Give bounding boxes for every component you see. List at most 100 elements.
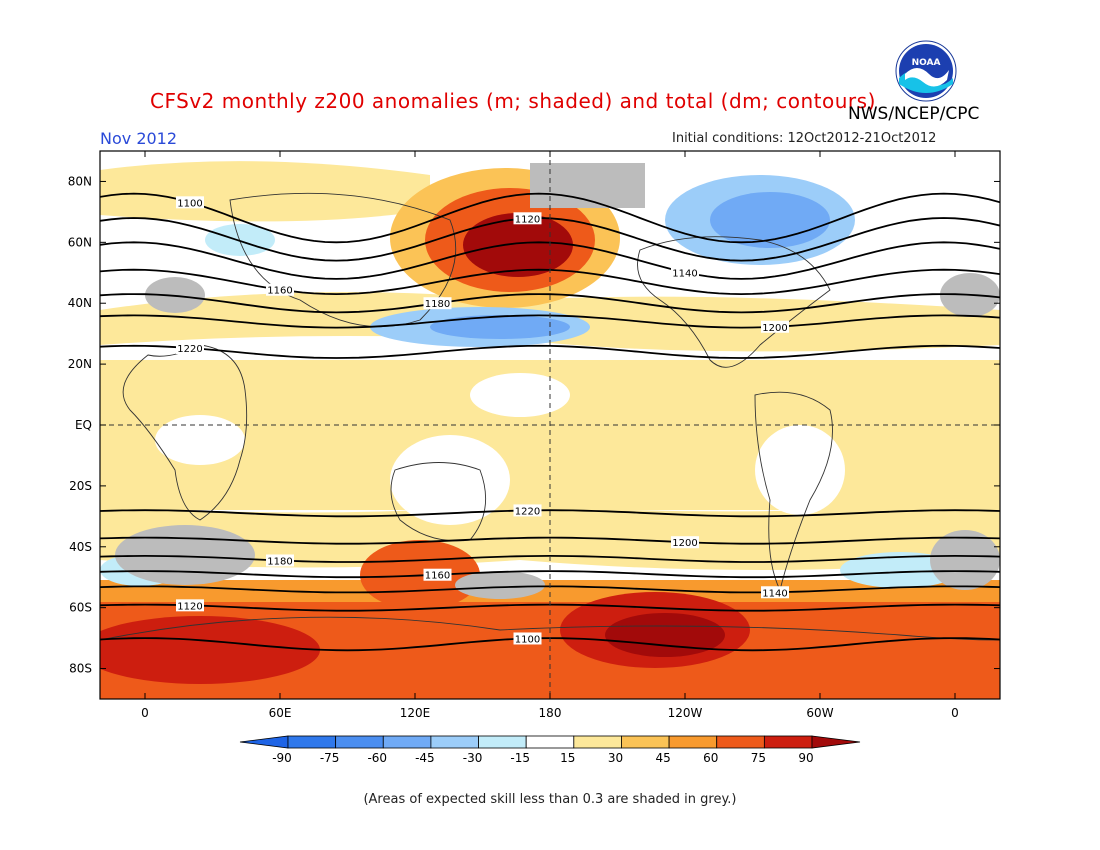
contour-label: 1100 <box>515 634 540 645</box>
lat-label: 40S <box>69 540 92 554</box>
skill-footnote: (Areas of expected skill less than 0.3 a… <box>363 792 737 807</box>
contour-label-bg <box>761 320 789 333</box>
colorbar-segment <box>763 735 813 749</box>
lon-label: 180 <box>539 706 562 720</box>
contour-label-bg <box>266 554 294 567</box>
coast-south-america <box>754 391 833 592</box>
lat-label: 80S <box>69 662 92 676</box>
low-skill-sh-east <box>930 530 1000 590</box>
contour-label: 1200 <box>762 323 787 334</box>
colorbar-arrow-high <box>811 735 861 749</box>
colorbar-label: -90 <box>272 751 292 765</box>
lat-label: 60N <box>68 235 92 249</box>
contour-label: 1140 <box>672 268 697 279</box>
colorbar-label: 15 <box>560 751 575 765</box>
colorbar: -90 -75 -60 -45 -30 -15 15 30 45 60 75 90 <box>239 735 861 765</box>
contour-label-bg <box>671 536 699 549</box>
anomaly-sh-peak <box>605 613 725 657</box>
lon-label: 0 <box>141 706 149 720</box>
contour-label: 1160 <box>267 286 292 297</box>
anomaly-band-sh-midlat <box>100 500 1000 570</box>
logo-text: NOAA <box>912 58 941 68</box>
anomaly-neutral-aus <box>390 435 510 525</box>
anomaly-np-peak <box>463 213 573 277</box>
lat-label: 60S <box>69 601 92 615</box>
contour-line <box>100 344 1000 359</box>
map-figure: 1100 1120 1140 1160 1180 1200 1220 1220 1200 1180… <box>68 150 1001 765</box>
contour-label-bg <box>513 212 542 225</box>
lat-label: 80N <box>68 174 92 188</box>
lat-label: 20N <box>68 357 92 371</box>
colorbar-segment <box>668 735 718 749</box>
contour-label-bg <box>423 297 452 310</box>
contour-label: 1160 <box>425 571 450 582</box>
contour-label-bg <box>761 586 789 599</box>
colorbar-segment <box>287 735 337 749</box>
colorbar-label: -30 <box>463 751 483 765</box>
colorbar-segment <box>382 735 432 749</box>
colorbar-segment <box>716 735 765 749</box>
contour-label: 1180 <box>267 556 292 567</box>
anomaly-south-atlantic-negative <box>840 552 960 588</box>
contour-line <box>100 554 1000 563</box>
low-skill-sh-west <box>115 525 255 585</box>
anomaly-na-negative-core <box>710 192 830 248</box>
lon-label: 120E <box>400 706 431 720</box>
colorbar-segment <box>573 735 622 749</box>
colorbar-label: 60 <box>703 751 718 765</box>
contour-line <box>100 509 1000 518</box>
contour-label: 1180 <box>425 299 450 310</box>
anomaly-neutral-westpac <box>470 373 570 417</box>
anomaly-neutral-africa <box>155 415 245 465</box>
coast-africa <box>122 344 248 521</box>
colorbar-label: -60 <box>367 751 387 765</box>
contour-label: 1120 <box>177 601 202 612</box>
lon-label: 0 <box>951 706 959 720</box>
colorbar-label: 45 <box>655 751 670 765</box>
colorbar-label: -45 <box>415 751 435 765</box>
contour-label-bg <box>176 342 204 355</box>
contour-label: 1140 <box>762 588 787 599</box>
contour-label: 1120 <box>515 214 540 225</box>
agency-label: NWS/NCEP/CPC <box>848 104 980 124</box>
contour-line <box>100 293 1000 314</box>
coast-antarctica <box>100 616 1000 641</box>
lat-label: EQ <box>75 418 92 432</box>
contour-line <box>100 570 1000 579</box>
colorbar-segment <box>430 735 479 749</box>
contour-line <box>100 192 1000 244</box>
latitude-axis: 80N 60N 40N 20N EQ 20S 40S 60S 80S <box>68 174 1000 676</box>
lat-label: 40N <box>68 296 92 310</box>
colorbar-label: 90 <box>798 751 813 765</box>
anomaly-np-negative-core <box>430 315 570 339</box>
contour-label-bg <box>176 599 204 612</box>
noaa-logo: NOAA <box>895 40 957 102</box>
contour-label-bg <box>513 632 542 645</box>
contour-label: 1220 <box>515 506 540 517</box>
anomaly-nh-polar-west <box>100 161 430 222</box>
forecast-month: Nov 2012 <box>100 129 178 148</box>
anomaly-sh-max-west <box>100 616 320 684</box>
contour-label-bg <box>176 196 204 209</box>
lat-label: 20S <box>69 479 92 493</box>
colorbar-arrow-low <box>239 735 289 749</box>
contour-label-bg <box>671 266 699 279</box>
lon-label: 60E <box>269 706 292 720</box>
colorbar-segment <box>478 735 527 749</box>
anomaly-neutral-samerica <box>755 425 845 515</box>
colorbar-label: 75 <box>751 751 766 765</box>
lon-label: 60W <box>806 706 833 720</box>
contour-label: 1220 <box>177 344 202 355</box>
contour-label-bg <box>423 568 452 581</box>
colorbar-label: -75 <box>320 751 340 765</box>
contour-label: 1100 <box>177 198 202 209</box>
colorbar-label: 30 <box>608 751 623 765</box>
contour-line <box>100 536 1000 545</box>
low-skill-arctic <box>530 163 645 208</box>
initial-conditions: Initial conditions: 12Oct2012-21Oct2012 <box>672 131 937 146</box>
colorbar-segment <box>525 735 575 749</box>
lon-label: 120W <box>668 706 703 720</box>
contour-label-bg <box>513 504 542 517</box>
chart-title: CFSv2 monthly z200 anomalies (m; shaded)… <box>150 89 876 113</box>
longitude-axis: 0 60E 120E 180 120W 60W 0 <box>141 151 959 720</box>
